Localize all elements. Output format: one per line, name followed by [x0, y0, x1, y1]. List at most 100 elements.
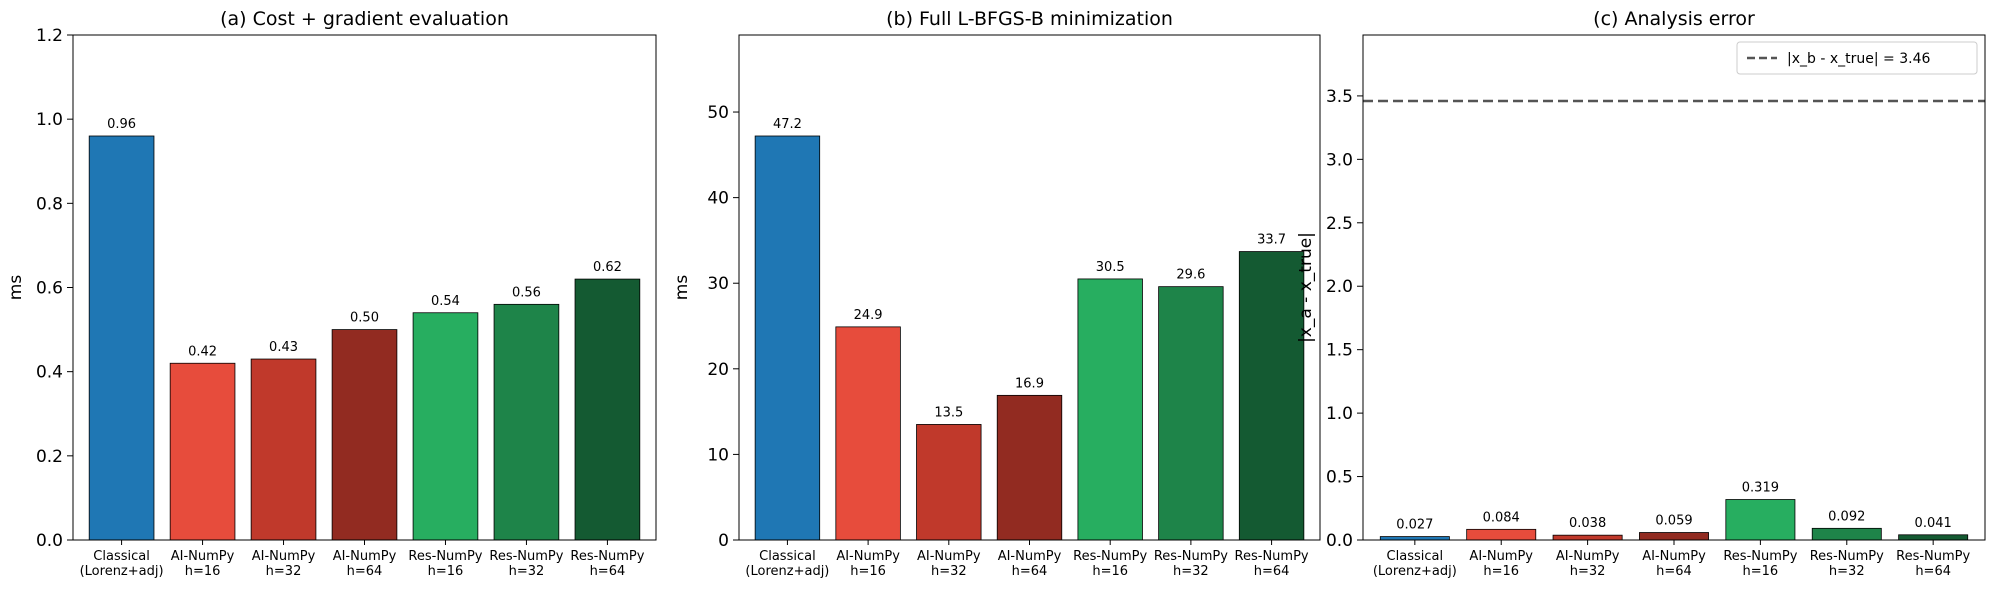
y-tick-label: 0 — [718, 531, 729, 551]
chart-title: (b) Full L-BFGS-B minimization — [886, 8, 1173, 30]
x-tick-label: AI-NumPy — [1469, 549, 1533, 564]
bar-value-label: 0.50 — [350, 311, 379, 326]
bar — [1158, 286, 1224, 541]
bar — [1552, 534, 1623, 541]
y-tick-label: 40 — [707, 189, 729, 209]
legend: |x_b - x_true| = 3.46 — [1736, 41, 1978, 75]
y-tick-label: 30 — [707, 274, 729, 294]
bar-value-label: 0.319 — [1742, 481, 1779, 496]
bar — [412, 312, 479, 541]
x-tick-label: AI-NumPy — [1642, 549, 1706, 564]
x-tick-label: Classical — [759, 549, 816, 564]
bar-value-label: 0.038 — [1569, 516, 1606, 531]
y-tick-label: 1.2 — [36, 26, 63, 46]
x-tick-label: AI-NumPy — [998, 549, 1062, 564]
x-tick-label: AI-NumPy — [333, 549, 397, 564]
chart-panel-3: (c) Analysis error 0.0 0.5 1.0 1.5 2.0 2.5 3.0 3… — [1296, 8, 1986, 579]
bar — [996, 394, 1063, 541]
chart-panel-1: (a) Cost + gradient evaluation 0.0 0.2 0.4 0… — [6, 8, 657, 579]
y-tick-label: 0.5 — [1326, 468, 1353, 488]
x-tick-label: h=32 — [266, 564, 302, 579]
bar — [1639, 532, 1709, 541]
bar — [1466, 528, 1537, 541]
chart-panel-2: (b) Full L-BFGS-B minimization 0 10 20 30 40 5… — [672, 8, 1321, 579]
x-tick-label: (Lorenz+adj) — [745, 564, 829, 579]
x-tick-label: h=32 — [1173, 564, 1209, 579]
x-tick-label: Res-NumPy — [570, 549, 644, 564]
x-tick-label: Res-NumPy — [1723, 549, 1797, 564]
y-tick-label: 1.5 — [1326, 341, 1353, 361]
y-tick-label: 0.0 — [36, 531, 63, 551]
x-tick-label: AI-NumPy — [917, 549, 981, 564]
y-tick-label: 0.6 — [36, 279, 63, 299]
y-tick-label: 0.2 — [36, 447, 63, 467]
x-tick-label: Classical — [1387, 549, 1444, 564]
bar — [88, 135, 155, 541]
x-tick-label: AI-NumPy — [171, 549, 235, 564]
bar — [1898, 534, 1969, 541]
bar-value-label: 0.059 — [1655, 514, 1692, 529]
y-tick-label: 3.5 — [1326, 87, 1353, 107]
x-tick-label: h=32 — [509, 564, 545, 579]
bar-value-label: 29.6 — [1176, 268, 1205, 283]
y-tick-label: 0.8 — [36, 194, 63, 214]
x-tick-label: h=64 — [1656, 564, 1692, 579]
bar-value-label: 30.5 — [1096, 260, 1125, 275]
x-tick-label: AI-NumPy — [1556, 549, 1620, 564]
x-tick-label: h=32 — [1570, 564, 1606, 579]
y-tick-label: 2.5 — [1326, 214, 1353, 234]
x-tick-label: AI-NumPy — [836, 549, 900, 564]
plot-frame — [738, 34, 1321, 541]
bar-value-label: 0.42 — [188, 344, 217, 359]
y-tick-label: 3.0 — [1326, 150, 1353, 170]
bar-value-label: 0.43 — [269, 340, 298, 355]
y-tick-label: 10 — [707, 445, 729, 465]
chart-title: (a) Cost + gradient evaluation — [220, 8, 509, 30]
bar — [493, 303, 560, 541]
x-tick-label: h=16 — [428, 564, 464, 579]
x-tick-label: h=64 — [1915, 564, 1951, 579]
x-tick-label: Res-NumPy — [1810, 549, 1884, 564]
bar — [1811, 527, 1882, 541]
x-tick-label: (Lorenz+adj) — [1373, 564, 1457, 579]
bar-value-label: 0.027 — [1396, 518, 1433, 533]
x-tick-label: (Lorenz+adj) — [80, 564, 164, 579]
bar-value-label: 0.56 — [512, 285, 541, 300]
y-tick-label: 2.0 — [1326, 277, 1353, 297]
x-tick-label: Res-NumPy — [1235, 549, 1309, 564]
bar-value-label: 0.96 — [107, 117, 136, 132]
x-tick-label: h=16 — [1483, 564, 1519, 579]
bar — [1725, 499, 1796, 541]
x-tick-label: h=64 — [1254, 564, 1290, 579]
bar — [1077, 278, 1143, 541]
bar — [250, 358, 317, 541]
bar-value-label: 47.2 — [773, 117, 802, 132]
bar — [1379, 536, 1450, 541]
bar — [916, 424, 982, 541]
plot-frame — [72, 34, 657, 541]
y-tick-label: 50 — [707, 103, 729, 123]
bar-value-label: 13.5 — [934, 405, 963, 420]
x-tick-label: h=32 — [931, 564, 967, 579]
x-tick-label: Res-NumPy — [1154, 549, 1228, 564]
legend-entry: |x_b - x_true| = 3.46 — [1787, 51, 1930, 67]
x-tick-label: Res-NumPy — [489, 549, 563, 564]
x-tick-label: h=16 — [1743, 564, 1779, 579]
y-tick-label: 20 — [707, 360, 729, 380]
y-axis-label: ms — [672, 275, 692, 301]
bar — [574, 278, 641, 541]
bar-value-label: 0.62 — [593, 260, 622, 275]
legend-box — [1736, 41, 1978, 75]
plot-frame — [1362, 34, 1986, 541]
x-tick-label: h=16 — [185, 564, 221, 579]
bar — [331, 329, 398, 541]
bar-value-label: 33.7 — [1257, 233, 1286, 248]
bar — [835, 326, 901, 541]
y-axis-label: ms — [6, 275, 26, 301]
bar — [169, 362, 236, 541]
x-tick-label: AI-NumPy — [252, 549, 316, 564]
bar-value-label: 24.9 — [854, 308, 883, 323]
x-tick-label: h=16 — [1092, 564, 1128, 579]
x-tick-label: h=32 — [1829, 564, 1865, 579]
